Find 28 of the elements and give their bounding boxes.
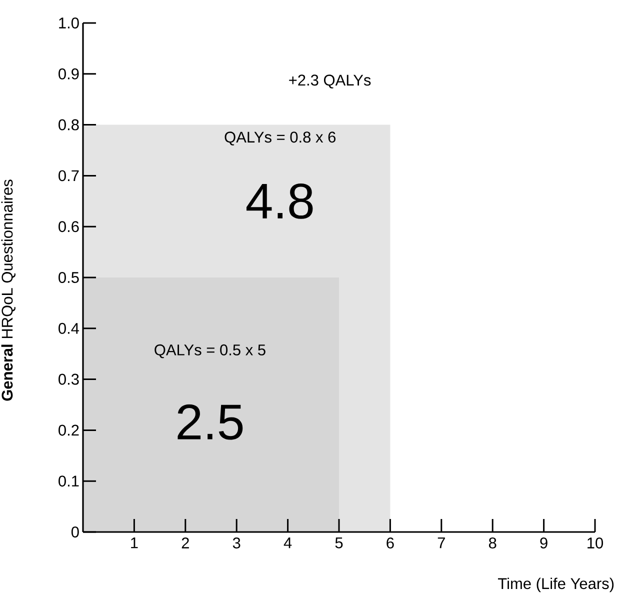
annotation: 2.5	[178, 404, 243, 440]
y-tick-label: 0.6	[58, 221, 79, 232]
x-tick-label: 2	[182, 538, 189, 548]
x-axis-title: Time (Life Years)	[498, 578, 614, 592]
y-tick-label: 0.1	[58, 476, 79, 487]
x-tick-label: 1	[131, 538, 138, 548]
y-tick-label: 0.5	[58, 272, 79, 283]
x-tick-label: 6	[386, 538, 394, 548]
x-tick-label: 9	[540, 538, 548, 548]
x-tick-label: 10	[588, 538, 604, 548]
y-tick-label: 0	[71, 526, 79, 538]
annotation: 4.8	[246, 183, 313, 219]
x-tick-label: 4	[284, 538, 292, 548]
x-tick-label: 8	[488, 538, 496, 548]
y-tick-label: 1.0	[59, 18, 79, 28]
y-tick-label: 0.3	[58, 374, 79, 385]
x-tick-label: 5	[335, 538, 343, 548]
annotation: QALYs = 0.8 x 6	[224, 132, 336, 146]
annotation: QALYs = 0.5 x 5	[154, 344, 266, 358]
y-tick-label: 0.9	[58, 68, 79, 80]
y-tick-label: 0.7	[58, 170, 79, 182]
y-tick-label: 0.4	[58, 322, 80, 334]
y-tick-label: 0.2	[58, 424, 79, 436]
x-tick-label: 7	[438, 538, 445, 548]
y-axis-title: General HRQoL Questionnaires	[1, 180, 16, 401]
y-tick-label: 0.8	[58, 119, 79, 130]
x-tick-label: 3	[232, 538, 240, 548]
annotation: +2.3 QALYs	[289, 74, 371, 88]
